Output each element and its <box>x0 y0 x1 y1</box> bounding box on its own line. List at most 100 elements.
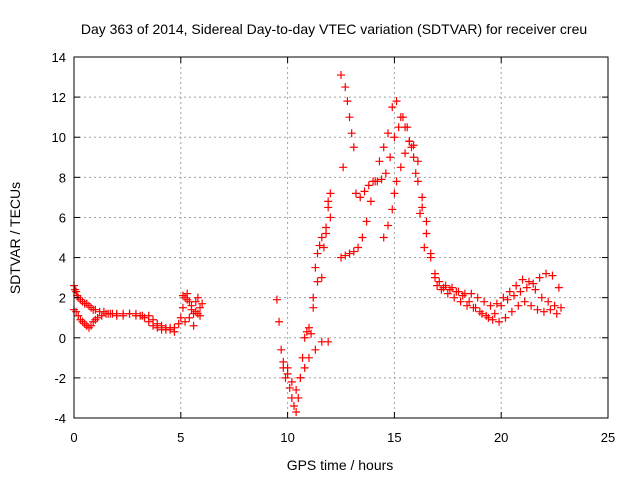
data-point <box>174 319 183 328</box>
data-point <box>533 305 542 314</box>
y-tick-label: 0 <box>59 331 66 346</box>
data-point <box>495 317 504 326</box>
data-point <box>557 303 566 312</box>
y-tick-label: -4 <box>54 411 66 426</box>
data-point <box>552 309 561 318</box>
data-point <box>514 301 523 310</box>
data-point <box>285 383 294 392</box>
data-point <box>71 285 80 294</box>
data-point <box>78 297 87 306</box>
data-point <box>492 299 501 308</box>
data-point <box>296 373 305 382</box>
data-point <box>144 317 153 326</box>
data-point <box>309 293 318 302</box>
data-point <box>313 249 322 258</box>
data-point <box>364 181 373 190</box>
data-point <box>463 301 472 310</box>
data-point <box>465 297 474 306</box>
data-point <box>356 193 365 202</box>
y-tick-label: 12 <box>52 90 66 105</box>
data-point <box>176 313 185 322</box>
data-point <box>349 247 358 256</box>
data-point <box>507 307 516 316</box>
data-point <box>531 285 540 294</box>
data-point <box>351 189 360 198</box>
data-point <box>326 213 335 222</box>
data-point <box>413 157 422 166</box>
data-point <box>426 253 435 262</box>
data-point <box>537 293 546 302</box>
data-point <box>501 313 510 322</box>
data-point <box>196 303 205 312</box>
data-point <box>390 189 399 198</box>
data-point <box>161 325 170 334</box>
data-point <box>106 309 115 318</box>
data-point <box>497 301 506 310</box>
data-point <box>189 321 198 330</box>
data-point <box>196 311 205 320</box>
data-point <box>292 385 301 394</box>
data-point <box>304 353 313 362</box>
data-point <box>294 393 303 402</box>
data-point <box>362 217 371 226</box>
data-point <box>87 303 96 312</box>
data-point <box>499 293 508 302</box>
data-point <box>272 295 281 304</box>
data-points <box>70 71 566 416</box>
data-point <box>546 305 555 314</box>
grid <box>74 57 608 418</box>
y-tick-label: 10 <box>52 130 66 145</box>
data-point <box>542 269 551 278</box>
data-point <box>93 313 102 322</box>
data-point <box>445 285 454 294</box>
data-point <box>178 291 187 300</box>
y-tick-label: 2 <box>59 291 66 306</box>
data-point <box>97 311 106 320</box>
data-point <box>319 243 328 252</box>
data-point <box>416 209 425 218</box>
data-point <box>398 113 407 122</box>
y-axis-title: SDTVAR / TECUs <box>7 182 23 294</box>
data-point <box>281 373 290 382</box>
data-point <box>510 291 519 300</box>
data-point <box>317 233 326 242</box>
x-axis-title: GPS time / hours <box>287 457 394 473</box>
data-point <box>390 133 399 142</box>
data-point <box>409 153 418 162</box>
data-point <box>324 337 333 346</box>
data-point <box>443 289 452 298</box>
data-point <box>119 311 128 320</box>
x-tick-label: 15 <box>387 430 401 445</box>
data-point <box>469 303 478 312</box>
data-point <box>181 317 190 326</box>
data-point <box>411 169 420 178</box>
y-tick-label: 8 <box>59 170 66 185</box>
data-point <box>512 281 521 290</box>
x-tick-label: 20 <box>494 430 508 445</box>
data-point <box>467 289 476 298</box>
data-point <box>386 153 395 162</box>
data-point <box>84 301 93 310</box>
y-tick-label: -2 <box>54 371 66 386</box>
data-point <box>358 233 367 242</box>
data-point <box>488 315 497 324</box>
data-point <box>187 301 196 310</box>
data-point <box>341 83 350 92</box>
data-point <box>383 129 392 138</box>
data-point <box>475 307 484 316</box>
data-point <box>544 297 553 306</box>
data-point <box>437 285 446 294</box>
data-point <box>366 197 375 206</box>
data-point <box>433 281 442 290</box>
data-point <box>422 217 431 226</box>
data-point <box>454 287 463 296</box>
data-point <box>149 321 158 330</box>
data-point <box>388 205 397 214</box>
data-point <box>392 97 401 106</box>
x-tick-label: 10 <box>280 430 294 445</box>
data-point <box>73 291 82 300</box>
y-tick-label: 6 <box>59 210 66 225</box>
data-point <box>420 243 429 252</box>
data-point <box>80 319 89 328</box>
data-point <box>181 293 190 302</box>
